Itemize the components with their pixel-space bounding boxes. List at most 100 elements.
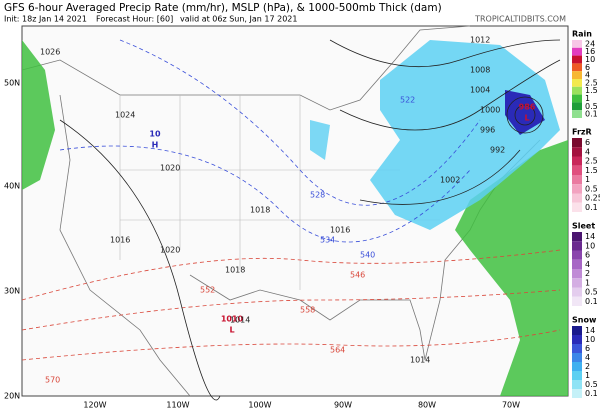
isobar-label: 1002 (440, 176, 460, 185)
colorbar-title: Sleet (572, 222, 595, 231)
colorbar-label: 10 (585, 241, 595, 250)
precip-areas (22, 40, 568, 396)
colorbar-label: 6 (585, 251, 590, 260)
colorbar-swatch (572, 156, 582, 166)
pressure-center-value: 10 (149, 130, 161, 139)
colorbar-label: 0.1 (585, 110, 598, 119)
colorbar-label: 1 (585, 278, 590, 287)
valid-time: valid at 06z Sun, Jan 17 2021 (180, 15, 297, 24)
colorbar-label: 4 (585, 71, 590, 80)
colorbar-swatch (572, 79, 582, 87)
pressure-center-value: 1010 (221, 315, 244, 324)
isobar-label: 1020 (160, 164, 180, 173)
colorbar-label: 24 (585, 39, 595, 48)
thickness-label: 546 (350, 271, 365, 280)
colorbar-label: 10 (585, 335, 595, 344)
colorbar-swatch (572, 175, 582, 185)
lon-label: 70W (502, 401, 520, 410)
colorbar-label: 0.5 (585, 288, 598, 297)
colorbar-swatch (572, 269, 582, 279)
contours (21, 39, 561, 401)
isobar-label: 996 (480, 126, 495, 135)
colorbar-swatch (572, 344, 582, 353)
pressure-center-letter: H (152, 141, 159, 150)
lon-label: 100W (248, 401, 271, 410)
isobar-label: 1014 (410, 356, 430, 365)
colorbar-swatch (572, 362, 582, 371)
thickness-label: 558 (300, 306, 315, 315)
lat-label: 30N (4, 287, 20, 296)
isobar-label: 1016 (330, 226, 350, 235)
isobar-label: 1026 (40, 48, 60, 57)
colorbar-label: 0.5 (585, 184, 598, 193)
colorbar-label: 1.5 (585, 166, 598, 175)
colorbar-label: 6 (585, 138, 590, 147)
colorbar-swatch (572, 380, 582, 389)
colorbar-swatch (572, 94, 582, 103)
colorbar-swatch (572, 138, 582, 148)
forecast-hour: Forecast Hour: [60] (96, 15, 173, 24)
pressure-center-letter: L (524, 114, 529, 123)
colorbar: Rain241610642.51.510.50.1FrzR642.51.510.… (572, 30, 600, 398)
colorbar-label: 6 (585, 63, 590, 72)
pressure-center-letter: L (229, 326, 234, 335)
colorbar-swatch (572, 259, 582, 269)
colorbar-label: 1 (585, 175, 590, 184)
isobar-label: 1020 (160, 246, 180, 255)
lat-label: 20N (4, 392, 20, 401)
colorbar-label: 0.25 (585, 194, 600, 203)
colorbar-label: 16 (585, 47, 595, 56)
colorbar-swatch (572, 193, 582, 203)
lat-label: 40N (4, 182, 20, 191)
colorbar-swatch (572, 371, 582, 380)
isobar-label: 992 (490, 146, 505, 155)
colorbar-label: 4 (585, 260, 590, 269)
colorbar-swatch (572, 71, 582, 79)
colorbar-label: 0.1 (585, 297, 598, 306)
thickness-label: 552 (200, 286, 215, 295)
colorbar-label: 0.1 (585, 203, 598, 212)
isobar-label: 1016 (110, 236, 130, 245)
colorbar-label: 1 (585, 94, 590, 103)
isobar-label: 1004 (470, 86, 490, 95)
pressure-center-value: 986 (519, 103, 536, 112)
title: GFS 6-hour Averaged Precip Rate (mm/hr),… (4, 2, 442, 14)
isobar-label: 1018 (225, 266, 245, 275)
isobar-label: 1024 (115, 111, 135, 120)
colorbar-label: 14 (585, 326, 595, 335)
colorbar-label: 2 (585, 269, 590, 278)
colorbar-title: Rain (572, 30, 592, 39)
lon-label: 120W (83, 401, 106, 410)
colorbar-swatch (572, 86, 582, 95)
isobar-label: 1018 (250, 206, 270, 215)
lon-label: 110W (166, 401, 189, 410)
colorbar-label: 0.5 (585, 380, 598, 389)
init-time: Init: 18z Jan 14 2021 (4, 15, 87, 24)
colorbar-swatch (572, 326, 582, 335)
thickness-label: 528 (310, 191, 325, 200)
colorbar-swatch (572, 110, 582, 118)
thickness-label: 522 (400, 96, 415, 105)
thickness-label: 534 (320, 236, 335, 245)
colorbar-label: 10 (585, 55, 595, 64)
colorbar-label: 6 (585, 344, 590, 353)
colorbar-swatch (572, 40, 582, 48)
colorbar-swatch (572, 55, 582, 64)
lon-label: 90W (334, 401, 352, 410)
credit: TROPICALTIDBITS.COM (474, 15, 566, 24)
thickness-label: 570 (45, 376, 60, 385)
colorbar-label: 4 (585, 353, 590, 362)
lat-label: 50N (4, 79, 20, 88)
colorbar-swatch (572, 47, 582, 56)
colorbar-swatch (572, 353, 582, 362)
colorbar-label: 2.5 (585, 78, 598, 87)
colorbar-label: 1.5 (585, 86, 598, 95)
colorbar-swatch (572, 241, 582, 251)
isobar-label: 1014 (230, 316, 250, 325)
colorbar-swatch (572, 287, 582, 297)
colorbar-swatch (572, 389, 582, 398)
isobar-label: 1000 (480, 106, 500, 115)
colorbar-label: 2.5 (585, 157, 598, 166)
colorbar-swatch (572, 278, 582, 288)
